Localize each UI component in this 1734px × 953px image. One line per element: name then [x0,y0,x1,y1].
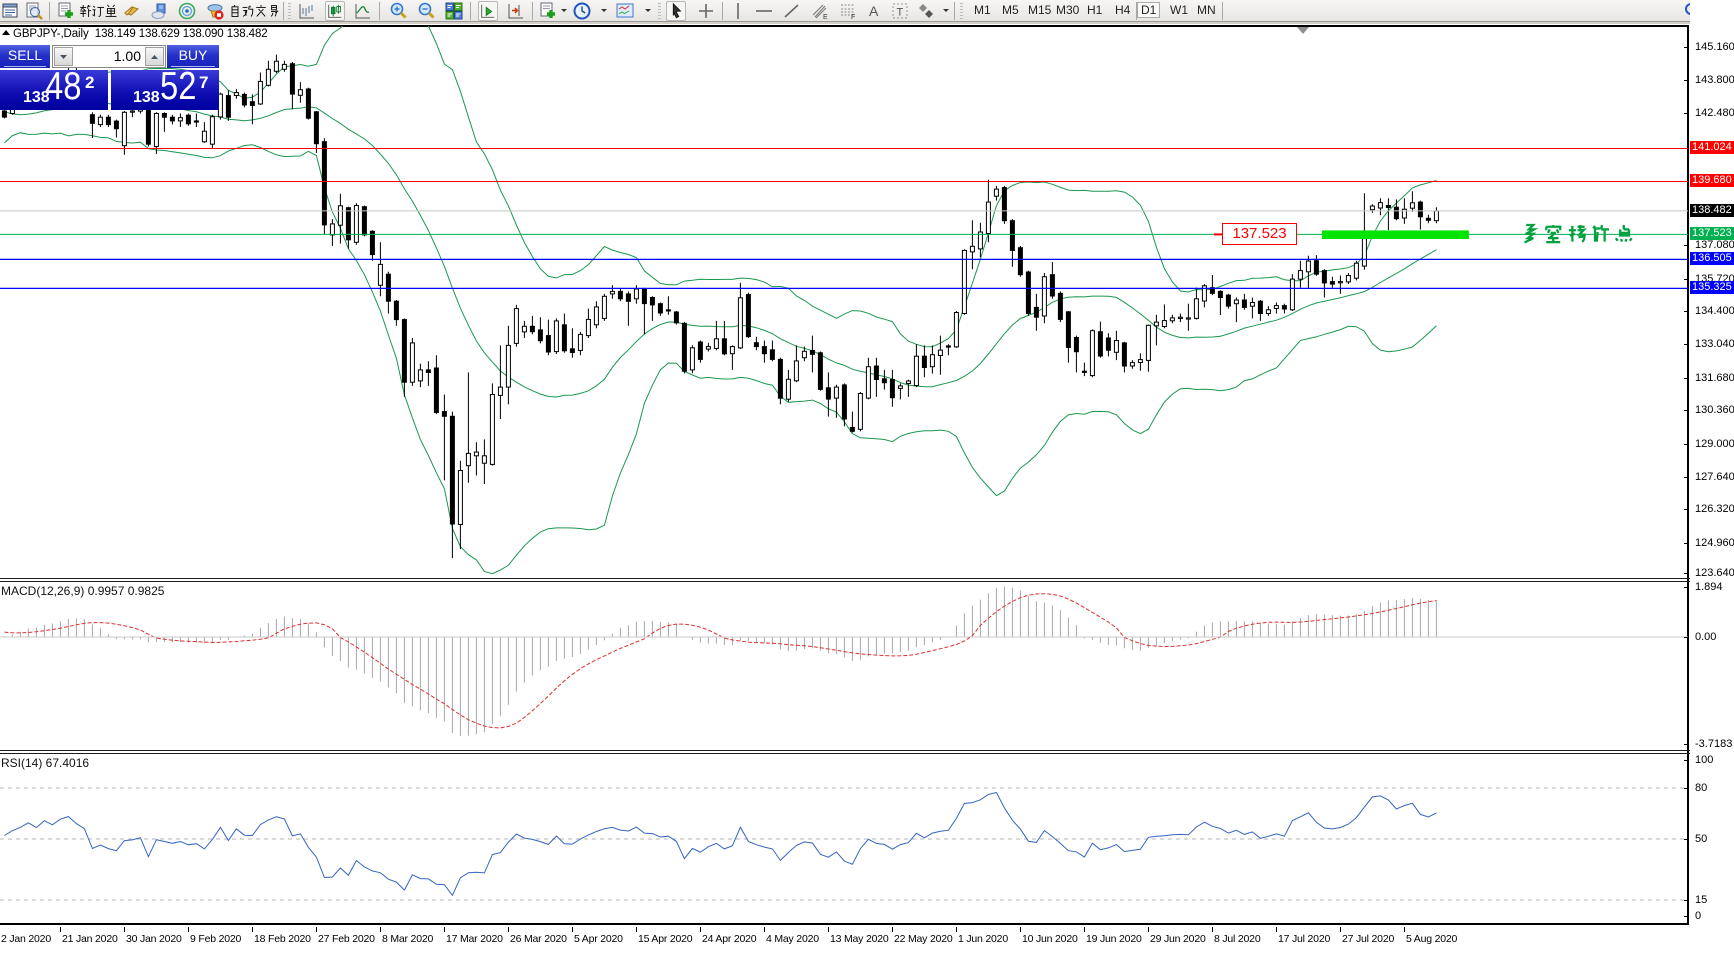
svg-text:E: E [823,14,828,21]
svg-text:A: A [869,3,879,19]
svg-text:T: T [897,7,904,19]
svg-text:F: F [851,14,855,21]
